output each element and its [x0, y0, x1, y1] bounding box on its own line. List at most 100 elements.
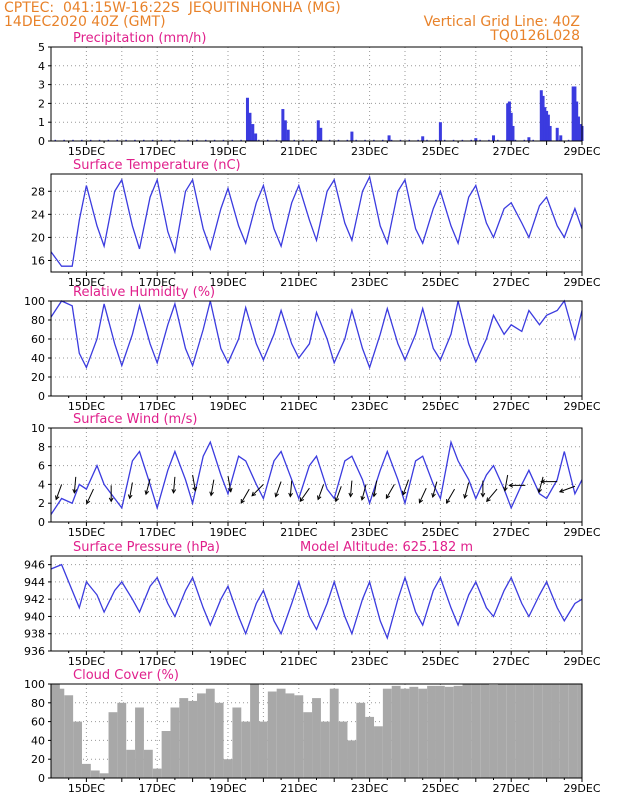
precip-trace: [125, 139, 127, 141]
cloud-bar: [55, 688, 65, 778]
wind-arrow: [508, 482, 526, 488]
precip-bar: [546, 114, 550, 141]
precip-trace: [381, 139, 384, 141]
wind-arrow-head: [171, 488, 177, 494]
precip-trace: [169, 139, 172, 141]
y-tick-label: 80: [31, 697, 45, 710]
precip-trace: [204, 139, 207, 141]
wind-arrow-head: [108, 497, 114, 503]
precip-trace: [249, 139, 251, 141]
precip-trace: [187, 139, 189, 141]
wind-arrow-shaft: [86, 488, 94, 504]
precip-trace: [373, 139, 375, 141]
cloud-bar: [551, 684, 560, 778]
y-tick-label: 10: [31, 422, 45, 435]
date-label: 25DEC: [422, 145, 459, 158]
wind-arrow: [446, 488, 455, 504]
cloud-bar: [542, 684, 552, 778]
wind-arrow-head: [251, 491, 257, 497]
wind-arrow-head: [537, 488, 543, 494]
wind-arrow-head: [192, 486, 198, 492]
wind-arrow: [385, 484, 395, 500]
wind-arrow-shaft: [299, 487, 310, 502]
cloud-bar: [400, 688, 410, 778]
date-label: 21DEC: [280, 276, 317, 289]
y-tick-label: 942: [24, 593, 45, 606]
wind-arrow-head: [486, 497, 491, 503]
wind-arrow-shaft: [464, 482, 470, 499]
precip-trace: [258, 139, 260, 141]
vertical-grid-line-label: Vertical Grid Line: 40Z: [423, 14, 580, 30]
panel-title: Relative Humidity (%): [73, 285, 215, 300]
cloud-bar: [64, 695, 74, 778]
precip-bar: [506, 103, 510, 141]
wind-line: [50, 439, 583, 515]
cloud-bar: [161, 731, 171, 778]
y-tick-label: 0: [38, 516, 45, 529]
wind-arrow-head: [72, 488, 78, 494]
precip-trace: [240, 139, 242, 141]
wind-arrow-head: [85, 499, 91, 505]
precip-trace: [116, 139, 118, 141]
panel-title: Surface Pressure (hPa): [73, 540, 220, 555]
rh-line: [50, 299, 583, 370]
precip-trace: [567, 139, 570, 141]
wind-arrow-head: [299, 497, 305, 503]
wind-arrow: [127, 482, 133, 500]
precip-bar: [573, 86, 577, 141]
y-tick-label: 6: [38, 460, 45, 473]
wind-arrow-shaft: [275, 481, 282, 497]
wind-arrow-shaft: [145, 478, 151, 495]
date-label: 25DEC: [422, 655, 459, 668]
wind-arrow-shaft: [317, 484, 325, 500]
wind-arrow: [288, 480, 293, 498]
press-line: [50, 563, 583, 641]
date-label: 19DEC: [209, 526, 246, 539]
panel-title: Surface Temperature (nC): [73, 158, 241, 173]
date-label: 17DEC: [139, 145, 176, 158]
wind-arrow-head: [227, 487, 233, 493]
wind-arrow: [317, 484, 325, 501]
panel-wind: [48, 427, 583, 526]
date-label: 15DEC: [68, 526, 105, 539]
precip-bar: [350, 131, 354, 141]
date-label: 15DEC: [68, 655, 105, 668]
y-tick-label: 4: [38, 60, 45, 73]
wind-arrow: [401, 479, 410, 496]
cloud-bar: [462, 684, 472, 778]
wind-arrow-shaft: [251, 484, 264, 497]
cloud-bar: [179, 698, 189, 778]
wind-arrow: [144, 478, 151, 496]
y-tick-label: 5: [38, 41, 45, 54]
cloud-bar: [232, 707, 242, 778]
wind-arrow-head: [274, 492, 279, 498]
precip-trace: [470, 139, 472, 141]
panel-title: Precipitation (mm/h): [73, 31, 206, 46]
precip-bar: [571, 86, 575, 141]
date-label: 29DEC: [563, 526, 600, 539]
precip-bar: [286, 129, 290, 141]
cloud-bar: [533, 684, 543, 778]
wind-arrow-head: [503, 486, 508, 492]
cloud-bar: [312, 698, 321, 778]
precip-trace: [275, 139, 278, 141]
date-label: 23DEC: [351, 526, 388, 539]
cloud-bar: [99, 773, 109, 778]
model-code: TQ0126L028: [490, 28, 580, 44]
precip-trace: [266, 139, 269, 141]
wind-arrow: [503, 474, 509, 492]
wind-arrow: [192, 474, 198, 492]
wind-arrow-shaft: [240, 488, 250, 504]
date-label: 27DEC: [493, 526, 530, 539]
y-tick-label: 0: [38, 390, 45, 403]
precip-bar: [474, 138, 478, 141]
wind-arrow-shaft: [504, 474, 509, 491]
cloud-bar: [152, 768, 162, 778]
date-label: 17DEC: [139, 276, 176, 289]
precip-bar: [254, 133, 258, 141]
cloud-bar: [188, 700, 198, 778]
cloud-bar: [303, 712, 313, 778]
precip-trace: [443, 139, 446, 141]
precip-trace: [576, 139, 579, 141]
